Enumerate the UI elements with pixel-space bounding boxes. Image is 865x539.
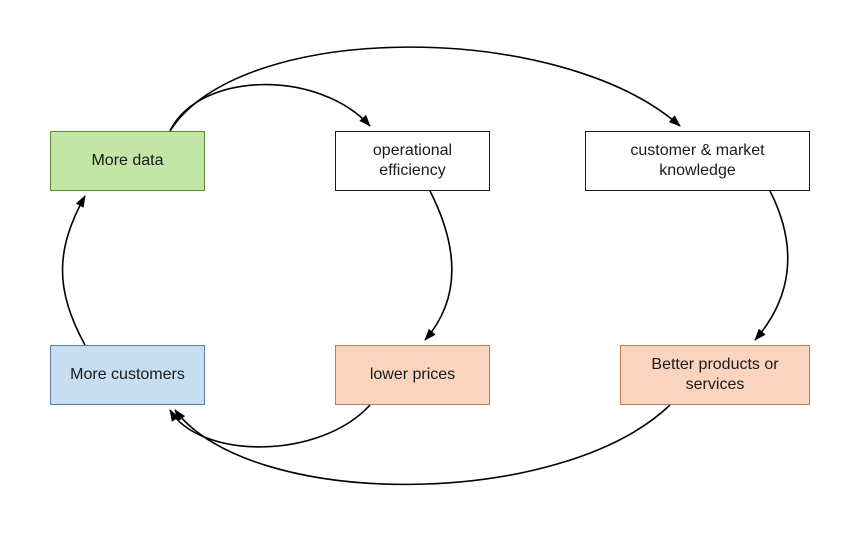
edge-data-to-cmk xyxy=(170,47,680,131)
edge-cmk-to-better xyxy=(755,191,788,340)
node-label: lower prices xyxy=(370,365,455,385)
node-more-customers: More customers xyxy=(50,345,205,405)
node-better-products: Better products or services xyxy=(620,345,810,405)
node-label: Better products or services xyxy=(631,355,799,395)
node-customer-market-knowledge: customer & market knowledge xyxy=(585,131,810,191)
edge-data-to-opeff xyxy=(170,85,370,131)
node-lower-prices: lower prices xyxy=(335,345,490,405)
edges-layer xyxy=(0,0,865,539)
node-label: operational efficiency xyxy=(346,141,479,181)
node-label: More data xyxy=(91,151,163,171)
edge-lower-to-customers xyxy=(170,405,370,447)
node-label: customer & market knowledge xyxy=(596,141,799,181)
node-more-data: More data xyxy=(50,131,205,191)
node-operational-efficiency: operational efficiency xyxy=(335,131,490,191)
edge-better-to-customers xyxy=(175,405,670,484)
edge-customers-to-data xyxy=(63,196,86,345)
edge-opeff-to-lower xyxy=(425,191,452,340)
node-label: More customers xyxy=(70,365,185,385)
